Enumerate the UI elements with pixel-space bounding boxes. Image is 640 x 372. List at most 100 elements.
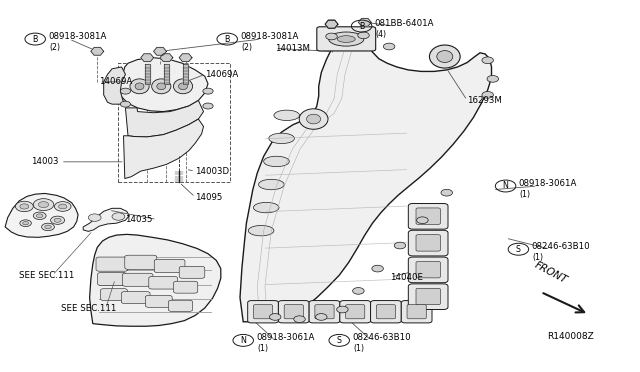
Text: 08246-63B10: 08246-63B10 — [531, 242, 590, 251]
Circle shape — [353, 288, 364, 294]
FancyBboxPatch shape — [340, 301, 371, 323]
Bar — [118, 63, 230, 182]
FancyBboxPatch shape — [100, 289, 127, 301]
Polygon shape — [90, 234, 221, 326]
Text: 08918-3061A: 08918-3061A — [518, 179, 577, 187]
Polygon shape — [358, 19, 371, 26]
Circle shape — [203, 103, 213, 109]
Polygon shape — [183, 64, 188, 84]
Circle shape — [482, 92, 493, 98]
Circle shape — [394, 242, 406, 249]
FancyBboxPatch shape — [168, 300, 193, 311]
FancyBboxPatch shape — [416, 235, 440, 251]
Text: 08918-3081A: 08918-3081A — [240, 32, 298, 41]
FancyBboxPatch shape — [407, 305, 426, 319]
FancyBboxPatch shape — [96, 257, 128, 271]
Polygon shape — [325, 20, 338, 28]
Circle shape — [358, 32, 369, 39]
Polygon shape — [119, 58, 208, 112]
FancyBboxPatch shape — [416, 208, 440, 224]
FancyBboxPatch shape — [416, 288, 440, 305]
Ellipse shape — [259, 179, 284, 190]
Ellipse shape — [300, 109, 328, 129]
Text: (1): (1) — [353, 344, 364, 353]
Circle shape — [88, 214, 101, 221]
Text: 08918-3081A: 08918-3081A — [48, 32, 106, 41]
Text: (1): (1) — [532, 253, 543, 262]
FancyBboxPatch shape — [408, 203, 448, 229]
FancyBboxPatch shape — [248, 301, 278, 323]
Text: B: B — [33, 35, 38, 44]
Text: (2): (2) — [241, 43, 252, 52]
FancyBboxPatch shape — [376, 305, 396, 319]
Circle shape — [120, 101, 131, 107]
Circle shape — [42, 223, 54, 231]
Circle shape — [441, 189, 452, 196]
Ellipse shape — [157, 83, 166, 90]
Ellipse shape — [173, 79, 193, 94]
Text: FRONT: FRONT — [532, 260, 568, 286]
Polygon shape — [145, 64, 150, 84]
Text: 14003: 14003 — [31, 157, 58, 166]
Ellipse shape — [307, 114, 321, 124]
Polygon shape — [179, 54, 192, 61]
FancyBboxPatch shape — [278, 301, 309, 323]
Circle shape — [337, 306, 348, 313]
Ellipse shape — [274, 110, 300, 121]
Text: 14095: 14095 — [195, 193, 223, 202]
Text: B: B — [225, 35, 230, 44]
FancyBboxPatch shape — [122, 292, 150, 304]
Polygon shape — [91, 48, 104, 55]
Polygon shape — [5, 193, 78, 237]
Polygon shape — [104, 67, 125, 104]
Text: 16293M: 16293M — [467, 96, 502, 105]
Ellipse shape — [179, 83, 188, 90]
FancyBboxPatch shape — [179, 266, 205, 278]
Circle shape — [316, 314, 327, 320]
Text: 081BB-6401A: 081BB-6401A — [374, 19, 434, 28]
Circle shape — [54, 218, 61, 222]
Text: SEE SEC.111: SEE SEC.111 — [19, 271, 75, 280]
FancyBboxPatch shape — [154, 259, 185, 273]
Text: S: S — [337, 336, 342, 345]
Ellipse shape — [329, 32, 364, 46]
Circle shape — [417, 217, 428, 224]
Ellipse shape — [337, 36, 355, 42]
Circle shape — [45, 225, 51, 229]
Ellipse shape — [429, 45, 460, 68]
Text: 14035: 14035 — [125, 215, 152, 224]
FancyBboxPatch shape — [416, 262, 440, 278]
Circle shape — [33, 212, 46, 219]
Text: SEE SEC.111: SEE SEC.111 — [61, 304, 116, 313]
Circle shape — [203, 88, 213, 94]
Text: 14069A: 14069A — [99, 77, 132, 86]
Text: (2): (2) — [49, 43, 60, 52]
Polygon shape — [83, 208, 129, 231]
Circle shape — [120, 88, 131, 94]
Ellipse shape — [135, 83, 144, 90]
FancyBboxPatch shape — [408, 230, 448, 256]
Text: 14003D: 14003D — [195, 167, 229, 176]
FancyBboxPatch shape — [173, 281, 198, 293]
Circle shape — [51, 216, 65, 224]
Circle shape — [269, 314, 281, 320]
FancyBboxPatch shape — [145, 295, 172, 307]
FancyBboxPatch shape — [371, 301, 401, 323]
Text: (1): (1) — [257, 344, 268, 353]
FancyBboxPatch shape — [315, 305, 334, 319]
Polygon shape — [164, 64, 169, 84]
Text: 14013M: 14013M — [275, 44, 310, 53]
FancyBboxPatch shape — [346, 305, 365, 319]
Circle shape — [15, 201, 33, 212]
FancyBboxPatch shape — [125, 255, 157, 269]
Ellipse shape — [269, 133, 294, 144]
FancyBboxPatch shape — [408, 257, 448, 283]
FancyBboxPatch shape — [97, 272, 127, 286]
Text: 14040E: 14040E — [390, 273, 424, 282]
Ellipse shape — [264, 156, 289, 167]
Circle shape — [372, 265, 383, 272]
Text: N: N — [502, 182, 509, 190]
Ellipse shape — [248, 225, 274, 236]
Ellipse shape — [436, 51, 453, 62]
Text: 08246-63B10: 08246-63B10 — [352, 333, 411, 342]
